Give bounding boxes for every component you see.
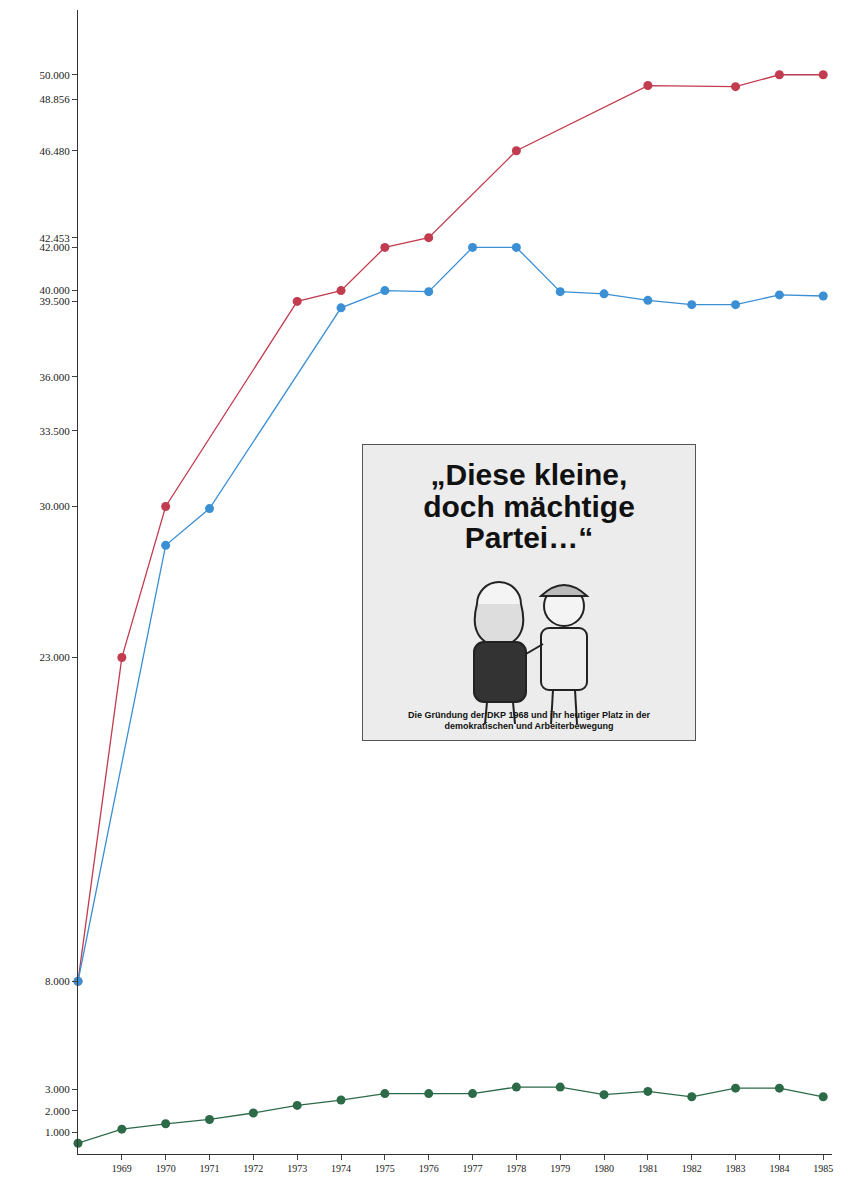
svg-text:1970: 1970 (156, 1163, 176, 1174)
svg-text:1973: 1973 (287, 1163, 307, 1174)
svg-text:1.000: 1.000 (45, 1126, 70, 1138)
svg-text:1977: 1977 (463, 1163, 483, 1174)
svg-text:23.000: 23.000 (40, 651, 71, 663)
svg-text:1978: 1978 (506, 1163, 526, 1174)
svg-text:1980: 1980 (594, 1163, 614, 1174)
svg-text:1969: 1969 (112, 1163, 132, 1174)
svg-text:1981: 1981 (638, 1163, 658, 1174)
svg-text:1972: 1972 (243, 1163, 263, 1174)
svg-text:3.000: 3.000 (45, 1083, 70, 1095)
html-text:„Diese kleine, doch mächtige P: „Diese kleine, doch mächtige Partei…“ (423, 458, 635, 554)
svg-text:39.500: 39.500 (40, 295, 71, 307)
svg-text:1976: 1976 (419, 1163, 439, 1174)
svg-text:1982: 1982 (682, 1163, 702, 1174)
svg-text:50.000: 50.000 (40, 69, 71, 81)
svg-text:48.856: 48.856 (40, 93, 71, 105)
svg-text:46.480: 46.480 (40, 145, 71, 157)
svg-text:1984: 1984 (769, 1163, 789, 1174)
svg-text:1975: 1975 (375, 1163, 395, 1174)
svg-text:2.000: 2.000 (45, 1105, 70, 1117)
svg-text:1985: 1985 (813, 1163, 833, 1174)
html-text:Die Gründung der DKP 1968 und: Die Gründung der DKP 1968 und ihr heutig… (408, 710, 650, 732)
svg-text:33.500: 33.500 (40, 425, 71, 437)
svg-text:30.000: 30.000 (40, 500, 71, 512)
svg-text:36.000: 36.000 (40, 371, 71, 383)
svg-text:8.000: 8.000 (45, 975, 70, 987)
svg-text:1983: 1983 (726, 1163, 746, 1174)
svg-text:42.453: 42.453 (40, 232, 71, 244)
svg-text:1974: 1974 (331, 1163, 351, 1174)
svg-text:42.000: 42.000 (40, 241, 71, 253)
svg-text:1971: 1971 (200, 1163, 220, 1174)
svg-text:40.000: 40.000 (40, 284, 71, 296)
svg-text:1979: 1979 (550, 1163, 570, 1174)
